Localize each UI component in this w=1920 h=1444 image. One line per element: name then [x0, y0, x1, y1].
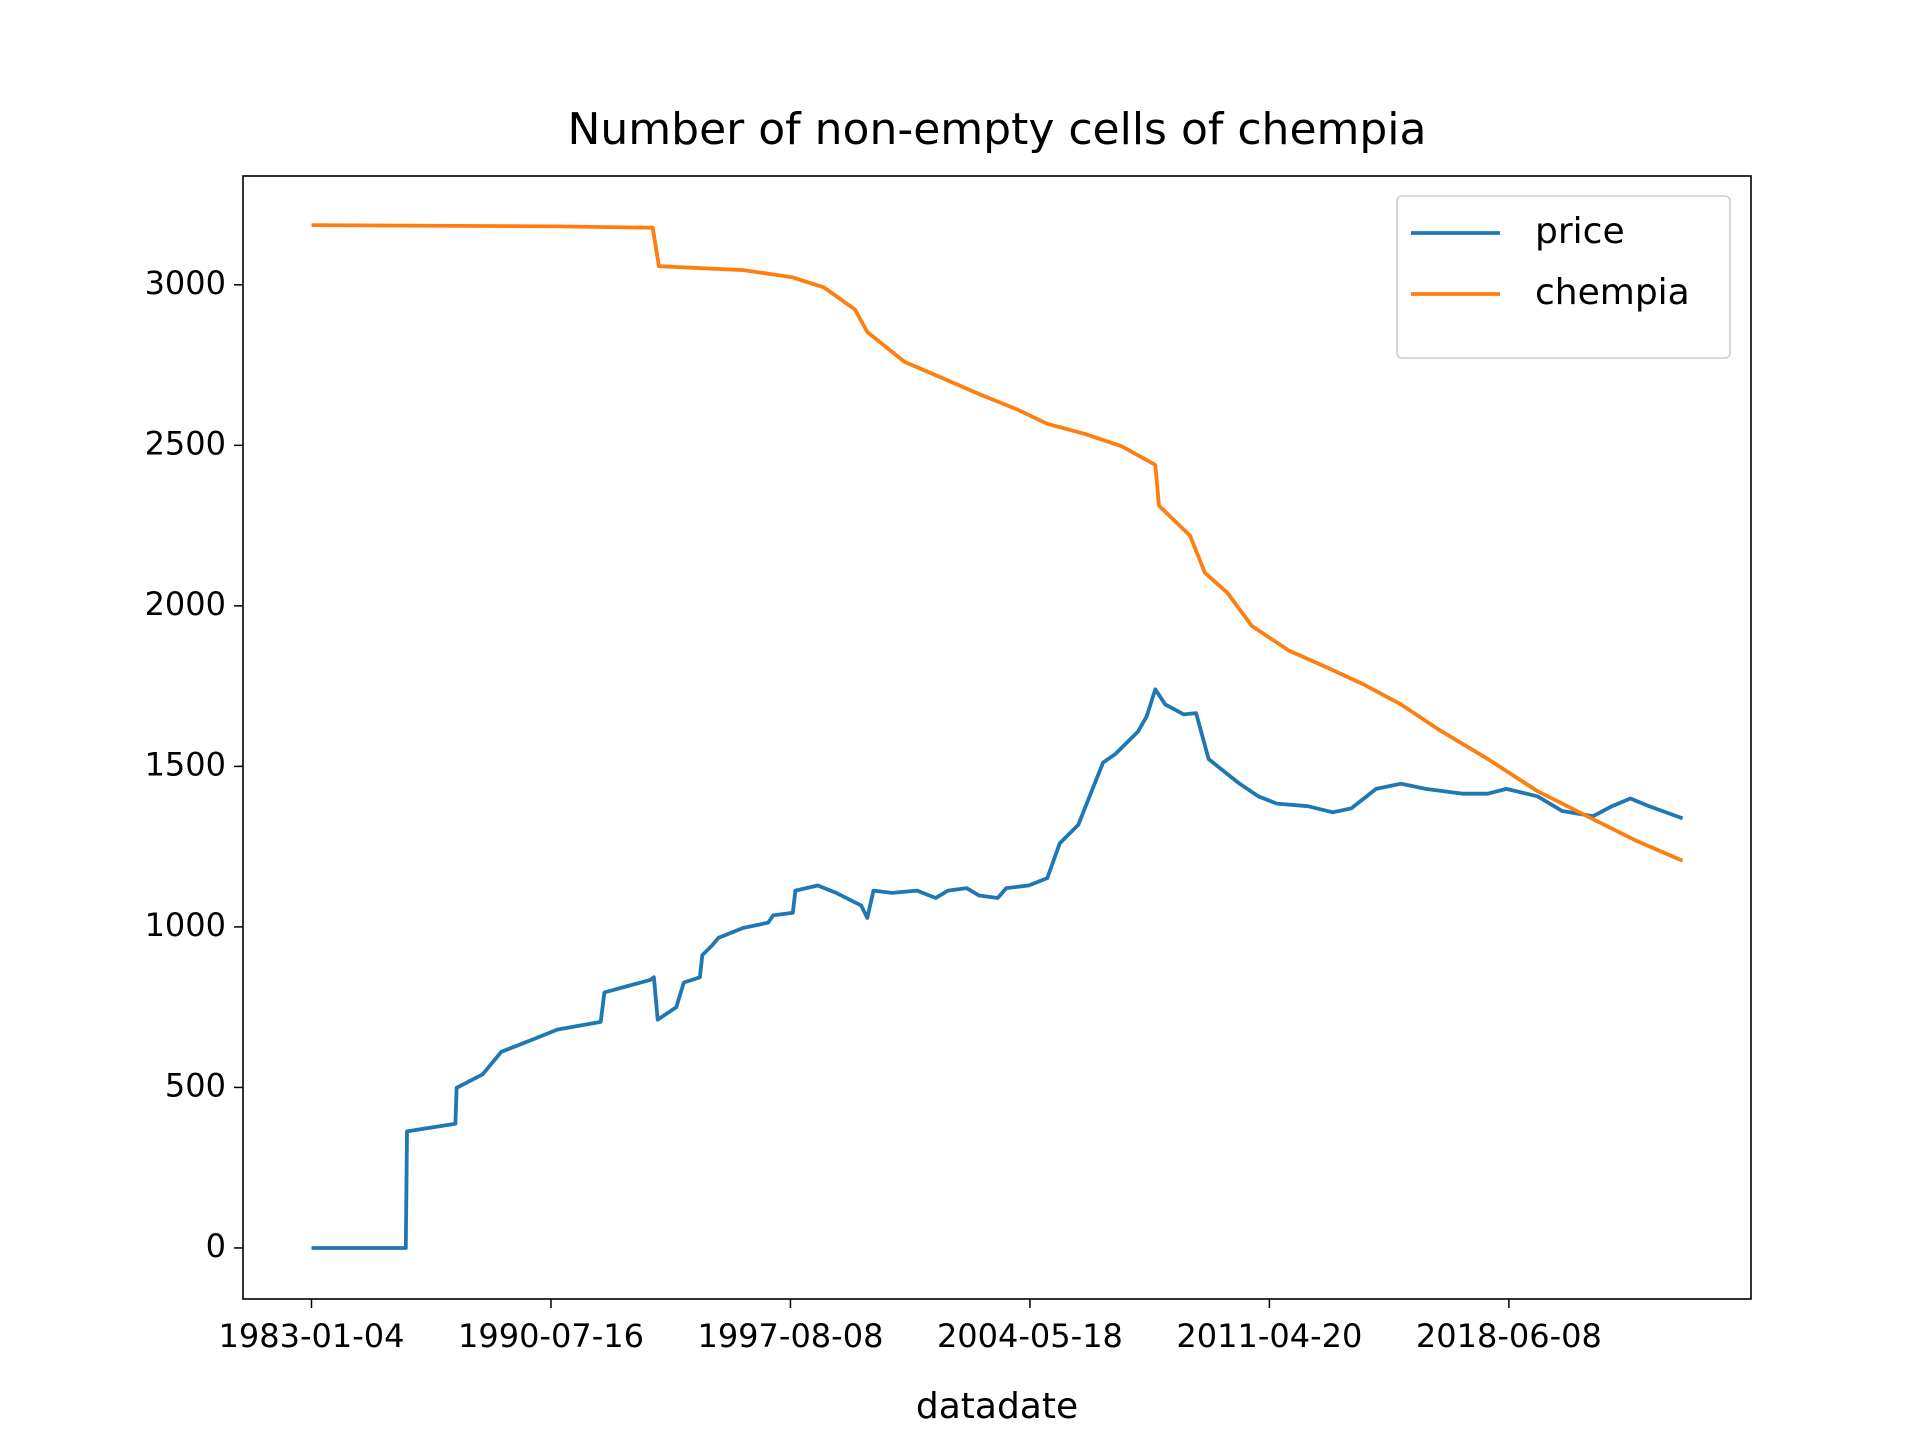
x-tick-label: 2011-04-20	[1176, 1317, 1362, 1355]
x-tick-label: 2018-06-08	[1416, 1317, 1602, 1355]
chart-title: Number of non-empty cells of chempia	[568, 104, 1427, 155]
legend-label: chempia	[1535, 272, 1690, 313]
legend-box	[1396, 195, 1731, 359]
y-tick-label: 1500	[145, 745, 226, 783]
y-tick-label: 2500	[145, 424, 226, 462]
series-line	[311, 223, 1684, 863]
y-tick-label: 2000	[145, 585, 226, 623]
plot-frame	[242, 175, 1752, 1300]
y-tick-label: 1000	[145, 906, 226, 944]
series-line	[311, 687, 1684, 1250]
x-tick-label: 1983-01-04	[219, 1317, 405, 1355]
x-tick-label: 2004-05-18	[937, 1317, 1123, 1355]
y-tick-label: 0	[206, 1227, 226, 1265]
y-tick-label: 500	[165, 1066, 226, 1104]
x-axis-label: datadate	[916, 1386, 1078, 1427]
legend-label: price	[1535, 211, 1625, 252]
x-tick-label: 1990-07-16	[458, 1317, 644, 1355]
x-tick-label: 1997-08-08	[697, 1317, 883, 1355]
y-tick-label: 3000	[145, 264, 226, 302]
